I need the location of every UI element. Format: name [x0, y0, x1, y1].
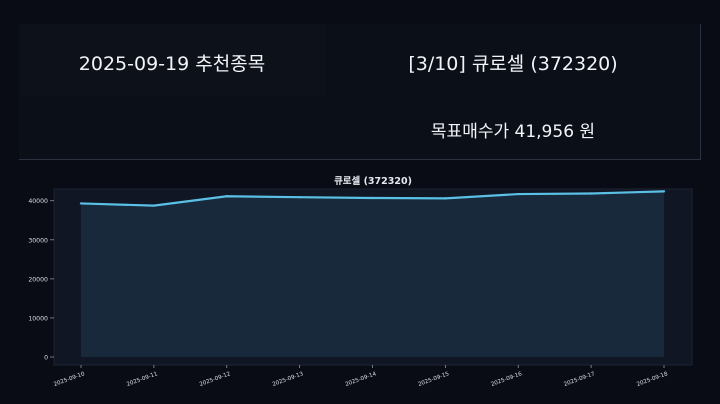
price-chart: 큐로셀 (372320) 0 10000 20000 30000 40000 2025-… [28, 175, 693, 388]
x-axis: 2025-09-10 2025-09-11 2025-09-12 2025-09-13… [53, 365, 669, 388]
x-tick-label: 2025-09-16 [490, 371, 523, 388]
data-point [517, 192, 520, 196]
data-point [225, 195, 228, 198]
target-buy-price: 목표매수가 41,956 원 [430, 122, 596, 142]
data-point [298, 196, 301, 199]
data-point [152, 204, 156, 207]
data-point [444, 197, 447, 200]
y-tick-label: 0 [44, 355, 48, 362]
x-tick-label: 2025-09-17 [563, 371, 596, 388]
area-fill [81, 191, 664, 357]
x-tick-label: 2025-09-15 [417, 371, 450, 388]
data-point [79, 202, 83, 205]
x-tick-label: 2025-09-11 [126, 371, 159, 388]
chart-marks [79, 190, 666, 357]
data-point [589, 192, 593, 195]
y-tick-label: 20000 [28, 276, 48, 283]
x-tick-label: 2025-09-12 [199, 371, 232, 388]
x-tick-label: 2025-09-10 [53, 371, 86, 388]
recommendation-title: 2025-09-19 추천종목 [78, 53, 266, 75]
y-tick-label: 40000 [28, 198, 48, 205]
data-point [662, 190, 666, 193]
header-panel: 2025-09-19 추천종목 [3/10] 큐로셀 (372320) 목표매수… [19, 24, 701, 160]
y-axis: 0 10000 20000 30000 40000 [28, 198, 54, 362]
data-point [371, 196, 374, 200]
header-date-cell [19, 24, 325, 96]
y-tick-label: 10000 [28, 315, 48, 322]
chart-title: 큐로셀 (372320) [334, 175, 412, 187]
y-tick-label: 30000 [28, 237, 48, 244]
x-tick-label: 2025-09-14 [345, 371, 378, 388]
x-tick-label: 2025-09-18 [636, 371, 669, 388]
chart-container: 큐로셀 (372320) 0 10000 20000 30000 40000 2025-… [0, 168, 720, 404]
stock-name-rank: [3/10] 큐로셀 (372320) [408, 53, 618, 75]
x-tick-label: 2025-09-13 [272, 371, 305, 388]
